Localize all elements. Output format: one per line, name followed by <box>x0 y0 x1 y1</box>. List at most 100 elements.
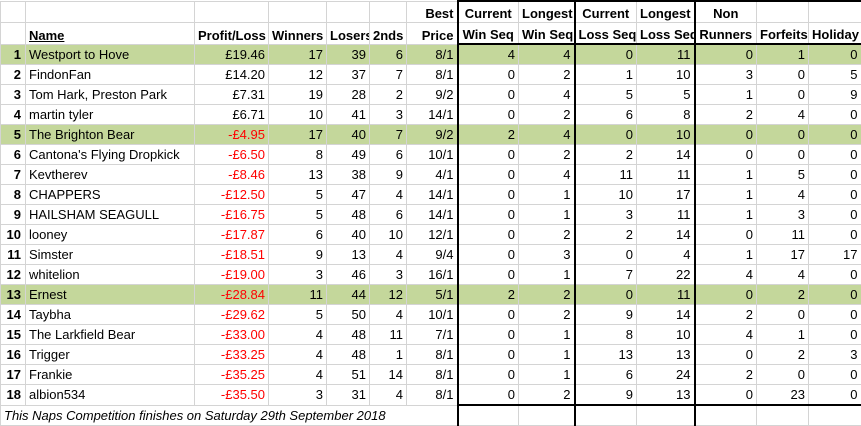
losers-cell: 47 <box>326 184 370 205</box>
best-price-cell: 8/1 <box>406 43 458 65</box>
footer-note: This Naps Competition finishes on Saturd… <box>0 404 458 426</box>
longest-loss-seq-cell: 11 <box>636 164 696 185</box>
rank-cell: 4 <box>0 104 26 125</box>
current-loss-seq-header-2: Loss Seq <box>574 22 637 45</box>
losers-cell: 31 <box>326 384 370 406</box>
winners-cell: 5 <box>268 184 327 205</box>
holiday-cell: 0 <box>808 364 861 385</box>
profit-loss-cell: £7.31 <box>194 84 269 105</box>
seconds-cell: 4 <box>369 184 407 205</box>
longest-loss-seq-cell: 5 <box>636 84 696 105</box>
holiday-cell: 0 <box>808 284 861 305</box>
current-win-seq-cell: 0 <box>456 224 519 245</box>
best-price-cell: 14/1 <box>406 204 458 225</box>
holiday-cell: 0 <box>808 304 861 325</box>
holiday-cell: 0 <box>808 144 861 165</box>
non-runners-cell: 0 <box>694 284 757 305</box>
name-cell: Cantona's Flying Dropkick <box>25 144 195 165</box>
longest-win-seq-cell: 4 <box>518 124 576 145</box>
non-runners-cell: 2 <box>694 364 757 385</box>
current-win-seq-cell: 0 <box>456 184 519 205</box>
standings-body: 1 Westport to Hove £19.46 17 39 6 8/1 4 4 0 11 0 1 0 2… <box>0 43 861 406</box>
winners-header: Winners <box>268 22 327 45</box>
name-cell: The Brighton Bear <box>25 124 195 145</box>
forfeits-cell: 5 <box>756 164 809 185</box>
seconds-cell: 3 <box>369 264 407 285</box>
current-win-seq-cell: 0 <box>456 364 519 385</box>
forfeits-cell: 0 <box>756 124 809 145</box>
best-price-header-1: Best <box>406 0 458 23</box>
current-loss-seq-cell: 0 <box>574 43 637 65</box>
table-row: 8 CHAPPERS -£12.50 5 47 4 14/1 0 1 10 17 1 4 0 <box>0 184 861 205</box>
longest-loss-seq-cell: 17 <box>636 184 696 205</box>
non-runners-header-2: Runners <box>694 22 757 45</box>
table-row: 4 martin tyler £6.71 10 41 3 14/1 0 2 6 8 2 4 0 <box>0 104 861 125</box>
table-row: 16 Trigger -£33.25 4 48 1 8/1 0 1 13 13 0 2 3 <box>0 344 861 365</box>
holiday-cell: 0 <box>808 164 861 185</box>
holiday-cell: 9 <box>808 84 861 105</box>
current-loss-seq-cell: 8 <box>574 324 637 345</box>
current-loss-seq-cell: 5 <box>574 84 637 105</box>
losers-cell: 40 <box>326 224 370 245</box>
losers-header: Losers <box>326 22 370 45</box>
seconds-cell: 11 <box>369 324 407 345</box>
seconds-cell: 3 <box>369 104 407 125</box>
longest-win-seq-cell: 3 <box>518 244 576 265</box>
losers-cell: 37 <box>326 64 370 85</box>
header-row-bottom: Name Profit/Loss Winners Losers 2nds Pri… <box>0 22 861 45</box>
longest-win-seq-cell: 1 <box>518 264 576 285</box>
non-runners-cell: 0 <box>694 344 757 365</box>
non-runners-cell: 0 <box>694 43 757 65</box>
current-loss-seq-header-1: Current <box>574 0 637 23</box>
seconds-header: 2nds <box>369 22 407 45</box>
longest-loss-seq-cell: 10 <box>636 64 696 85</box>
holiday-cell: 0 <box>808 324 861 345</box>
profit-loss-cell: £6.71 <box>194 104 269 125</box>
seconds-cell: 4 <box>369 384 407 406</box>
holiday-cell: 0 <box>808 204 861 225</box>
name-cell: The Larkfield Bear <box>25 324 195 345</box>
table-row: 11 Simster -£18.51 9 13 4 9/4 0 3 0 4 1 17 17 <box>0 244 861 265</box>
longest-win-seq-cell: 2 <box>518 304 576 325</box>
non-runners-cell: 1 <box>694 184 757 205</box>
longest-loss-seq-header-1: Longest <box>636 0 696 23</box>
current-win-seq-cell: 0 <box>456 324 519 345</box>
name-cell: Taybha <box>25 304 195 325</box>
current-loss-seq-cell: 7 <box>574 264 637 285</box>
longest-loss-seq-header-2: Loss Seq <box>636 22 696 45</box>
profit-loss-cell: -£12.50 <box>194 184 269 205</box>
forfeits-cell: 0 <box>756 304 809 325</box>
profit-loss-cell: -£4.95 <box>194 124 269 145</box>
table-row: 17 Frankie -£35.25 4 51 14 8/1 0 1 6 24 2 0 0 <box>0 364 861 385</box>
footer-row: This Naps Competition finishes on Saturd… <box>0 404 861 426</box>
winners-cell: 6 <box>268 224 327 245</box>
losers-cell: 49 <box>326 144 370 165</box>
profit-loss-cell: -£29.62 <box>194 304 269 325</box>
header-row-top: Best Current Longest Current Longest Non <box>0 0 861 23</box>
longest-loss-seq-cell: 11 <box>636 284 696 305</box>
winners-cell: 11 <box>268 284 327 305</box>
forfeits-cell: 17 <box>756 244 809 265</box>
current-loss-seq-cell: 13 <box>574 344 637 365</box>
current-win-seq-cell: 2 <box>456 284 519 305</box>
profit-loss-cell: -£35.50 <box>194 384 269 406</box>
table-row: 14 Taybha -£29.62 5 50 4 10/1 0 2 9 14 2 0 0 <box>0 304 861 325</box>
profit-loss-cell: -£8.46 <box>194 164 269 185</box>
non-runners-cell: 1 <box>694 244 757 265</box>
longest-win-seq-cell: 2 <box>518 384 576 406</box>
table-row: 18 albion534 -£35.50 3 31 4 8/1 0 2 9 13 0 23 0 <box>0 384 861 406</box>
longest-loss-seq-cell: 22 <box>636 264 696 285</box>
current-loss-seq-cell: 0 <box>574 244 637 265</box>
longest-win-seq-cell: 1 <box>518 184 576 205</box>
longest-win-seq-cell: 1 <box>518 344 576 365</box>
losers-cell: 46 <box>326 264 370 285</box>
rank-cell: 17 <box>0 364 26 385</box>
seconds-cell: 4 <box>369 304 407 325</box>
longest-loss-seq-cell: 14 <box>636 304 696 325</box>
table-row: 10 looney -£17.87 6 40 10 12/1 0 2 2 14 0 11 0 <box>0 224 861 245</box>
winners-cell: 4 <box>268 324 327 345</box>
current-win-seq-cell: 0 <box>456 64 519 85</box>
table-row: 13 Ernest -£28.84 11 44 12 5/1 2 2 0 11 0 2 0 <box>0 284 861 305</box>
non-runners-cell: 0 <box>694 124 757 145</box>
